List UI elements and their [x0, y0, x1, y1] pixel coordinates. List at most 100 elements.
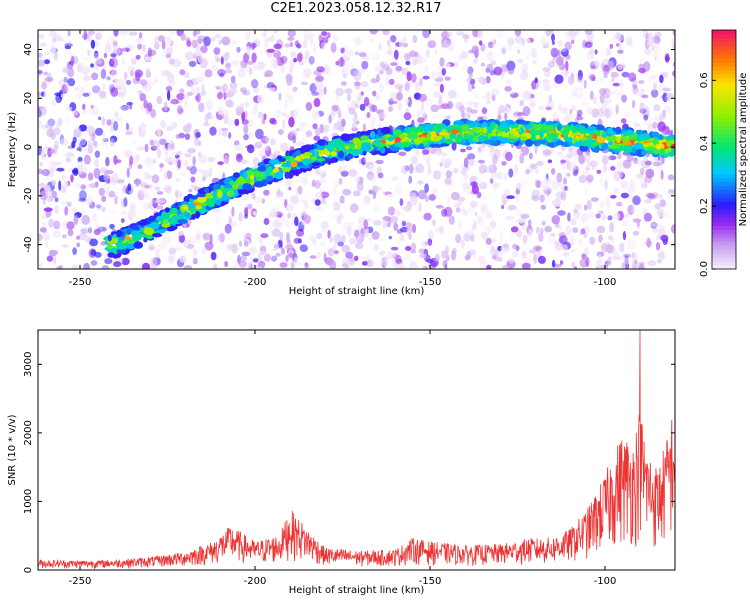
- noise-cell: [546, 189, 550, 197]
- noise-cell: [264, 38, 268, 49]
- noise-cell: [243, 52, 250, 63]
- noise-cell: [378, 42, 382, 51]
- noise-cell: [500, 72, 505, 80]
- noise-cell: [569, 161, 577, 173]
- noise-cell: [672, 61, 675, 67]
- noise-cell: [502, 264, 510, 269]
- noise-cell: [542, 67, 551, 72]
- noise-cell: [162, 234, 171, 245]
- colorbar-segment: [712, 209, 736, 214]
- noise-cell: [155, 205, 164, 210]
- noise-cell: [225, 99, 234, 108]
- noise-cell: [305, 102, 313, 111]
- y-tick-label: 40: [23, 43, 34, 56]
- ridge-cell: [133, 241, 143, 249]
- noise-cell: [465, 101, 475, 107]
- noise-cell: [498, 104, 506, 114]
- noise-cell: [551, 58, 556, 65]
- noise-cell: [409, 50, 417, 57]
- colorbar-segment: [712, 73, 736, 79]
- noise-cell: [507, 204, 517, 211]
- noise-cell: [414, 81, 421, 92]
- noise-cell: [58, 79, 65, 85]
- noise-cell: [163, 184, 172, 192]
- noise-cell: [147, 102, 153, 112]
- noise-cell: [390, 62, 398, 66]
- noise-cell: [388, 100, 398, 105]
- noise-cell: [558, 103, 563, 112]
- noise-cell: [124, 149, 132, 158]
- noise-cell: [93, 140, 99, 149]
- noise-cell: [255, 128, 264, 140]
- noise-cell: [410, 242, 417, 252]
- noise-cell: [654, 203, 662, 210]
- noise-cell: [91, 141, 98, 146]
- noise-cell: [526, 38, 531, 45]
- noise-cell: [38, 59, 46, 67]
- noise-cell: [223, 114, 229, 125]
- noise-cell: [82, 108, 88, 115]
- ridge-cell: [196, 193, 207, 198]
- noise-cell: [561, 106, 569, 115]
- noise-cell: [546, 99, 555, 111]
- noise-cell: [135, 178, 140, 187]
- noise-cell: [325, 66, 331, 75]
- noise-cell: [121, 105, 130, 112]
- noise-cell: [617, 64, 626, 70]
- noise-cell: [87, 227, 93, 234]
- noise-cell: [76, 242, 81, 248]
- noise-cell: [481, 224, 490, 231]
- noise-cell: [359, 103, 366, 111]
- noise-cell: [187, 91, 194, 96]
- noise-cell: [281, 119, 286, 130]
- noise-cell: [366, 259, 374, 268]
- noise-cell: [137, 164, 143, 170]
- noise-cell: [286, 177, 292, 187]
- noise-cell: [560, 190, 567, 201]
- ridge-cell: [606, 135, 618, 143]
- noise-cell: [547, 159, 553, 164]
- noise-cell: [463, 172, 468, 178]
- ridge-cell: [151, 233, 163, 238]
- noise-cell: [622, 159, 632, 169]
- noise-cell: [109, 58, 115, 67]
- noise-cell: [390, 35, 397, 43]
- ridge-cell: [536, 139, 548, 145]
- noise-cell: [316, 232, 323, 240]
- noise-cell: [64, 41, 72, 46]
- noise-cell: [366, 174, 374, 179]
- colorbar-segment: [712, 105, 736, 111]
- noise-cell: [408, 233, 412, 241]
- ridge-cell: [646, 146, 656, 151]
- noise-cell: [632, 262, 641, 269]
- noise-cell: [489, 151, 495, 157]
- ridge-cell: [116, 248, 127, 254]
- noise-cell: [266, 48, 275, 53]
- noise-cell: [209, 166, 213, 177]
- noise-cell: [97, 206, 101, 211]
- noise-cell: [43, 71, 49, 76]
- noise-cell: [38, 70, 43, 74]
- noise-cell: [644, 160, 653, 166]
- noise-cell: [635, 89, 642, 96]
- noise-cell: [368, 164, 375, 172]
- noise-cell: [594, 77, 598, 86]
- noise-cell: [120, 210, 128, 215]
- ridge-cell: [182, 205, 189, 210]
- noise-cell: [154, 248, 161, 259]
- noise-cell: [323, 253, 327, 262]
- noise-cell: [228, 132, 232, 139]
- noise-cell: [638, 80, 645, 84]
- noise-cell: [101, 116, 106, 126]
- noise-cell: [237, 67, 246, 78]
- noise-cell: [151, 174, 160, 184]
- noise-cell: [586, 174, 594, 183]
- ridge-cell: [274, 171, 284, 180]
- noise-cell: [363, 195, 372, 205]
- noise-cell: [245, 46, 251, 55]
- noise-cell: [200, 45, 208, 54]
- noise-cell: [334, 250, 339, 255]
- noise-cell: [109, 137, 115, 147]
- colorbar-segment: [712, 197, 736, 202]
- colorbar-segment: [712, 177, 736, 182]
